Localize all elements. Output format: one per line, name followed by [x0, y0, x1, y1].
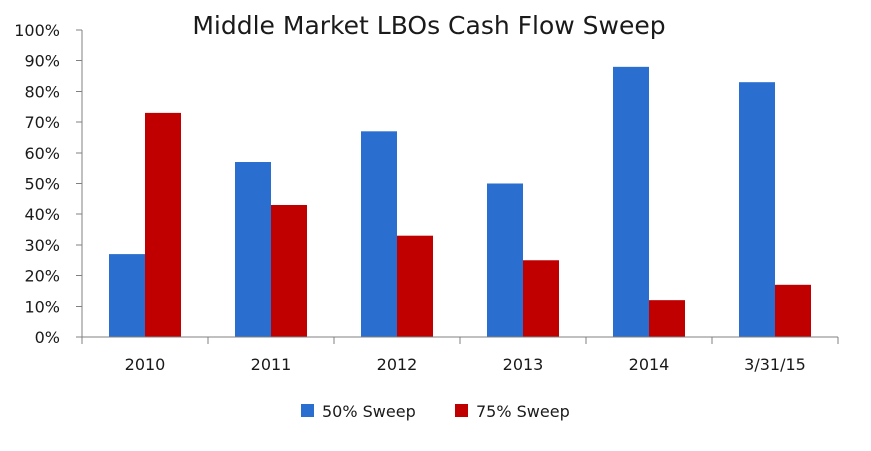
x-tick-label: 3/31/15 — [744, 355, 806, 374]
bar-sweep-75-5 — [775, 284, 811, 337]
legend-label-sweep-50: 50% Sweep — [322, 402, 416, 421]
x-tick-label: 2012 — [377, 355, 418, 374]
bar-sweep-50-5 — [739, 82, 775, 337]
x-tick-label: 2010 — [125, 355, 166, 374]
chart-title: Middle Market LBOs Cash Flow Sweep — [192, 11, 665, 40]
y-tick-label: 30% — [24, 236, 60, 255]
x-tick-label: 2011 — [251, 355, 292, 374]
y-tick-label: 50% — [24, 175, 60, 194]
y-tick-label: 70% — [24, 113, 60, 132]
y-axis-tick-labels: 0% 10% 20% 30% 40% 50% 60% 70% 80% 90% 100% — [14, 21, 60, 347]
bar-sweep-50-1 — [235, 162, 271, 337]
x-tick-label: 2014 — [629, 355, 670, 374]
y-tick-label: 90% — [24, 52, 60, 71]
y-tick-label: 10% — [24, 297, 60, 316]
y-tick-label: 20% — [24, 267, 60, 286]
y-tick-label: 0% — [35, 328, 60, 347]
bar-sweep-50-3 — [487, 183, 523, 337]
bars-group — [109, 66, 811, 337]
bar-sweep-50-4 — [613, 66, 649, 337]
y-tick-label: 100% — [14, 21, 60, 40]
bar-sweep-75-1 — [271, 204, 307, 337]
axes-group — [76, 29, 839, 344]
x-axis-tick-labels: 2010 2011 2012 2013 2014 3/31/15 — [125, 355, 806, 374]
y-tick-label: 60% — [24, 144, 60, 163]
bar-sweep-50-2 — [361, 131, 397, 337]
y-tick-label: 40% — [24, 205, 60, 224]
bar-sweep-50-0 — [109, 254, 145, 337]
y-tick-label: 80% — [24, 82, 60, 101]
legend: 50% Sweep 75% Sweep — [301, 402, 570, 421]
bar-sweep-75-2 — [397, 235, 433, 337]
legend-label-sweep-75: 75% Sweep — [476, 402, 570, 421]
legend-swatch-sweep-75 — [455, 404, 468, 417]
bar-sweep-75-4 — [649, 300, 685, 337]
bar-sweep-75-3 — [523, 260, 559, 337]
legend-swatch-sweep-50 — [301, 404, 314, 417]
x-tick-label: 2013 — [503, 355, 544, 374]
bar-sweep-75-0 — [145, 112, 181, 337]
